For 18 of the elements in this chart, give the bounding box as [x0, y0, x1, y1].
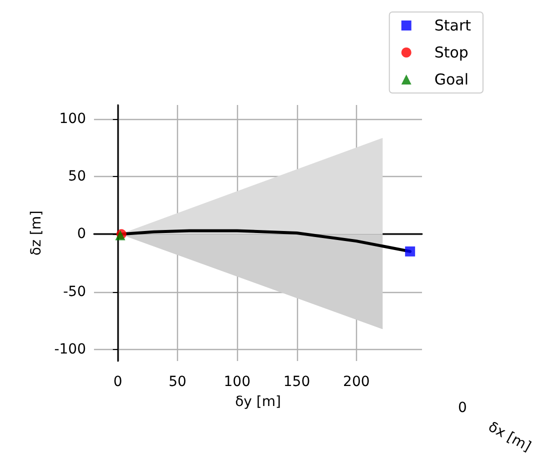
point	[405, 246, 416, 256]
y-tick-label: -100	[54, 341, 86, 358]
y-axis-title: δz [m]	[28, 210, 44, 256]
y-tick-label: -50	[63, 284, 86, 300]
x-tick-label: 150	[283, 374, 310, 390]
x-axis-title: δy [m]	[235, 394, 281, 410]
y-tick-label: 100	[59, 110, 86, 127]
text: 0	[458, 400, 467, 416]
x-tick-label: 0	[113, 374, 122, 390]
legend-label: Stop	[434, 44, 468, 62]
x-tick-label: 50	[168, 374, 186, 390]
legend-label: Start	[434, 16, 472, 34]
legend-label: Goal	[434, 70, 469, 88]
x-tick-label: 200	[343, 374, 370, 390]
y-tick-label: 50	[68, 168, 86, 184]
x-tick-label: 100	[224, 374, 250, 390]
y-tick-label: 0	[77, 226, 86, 242]
text: δx [m]	[486, 419, 534, 456]
